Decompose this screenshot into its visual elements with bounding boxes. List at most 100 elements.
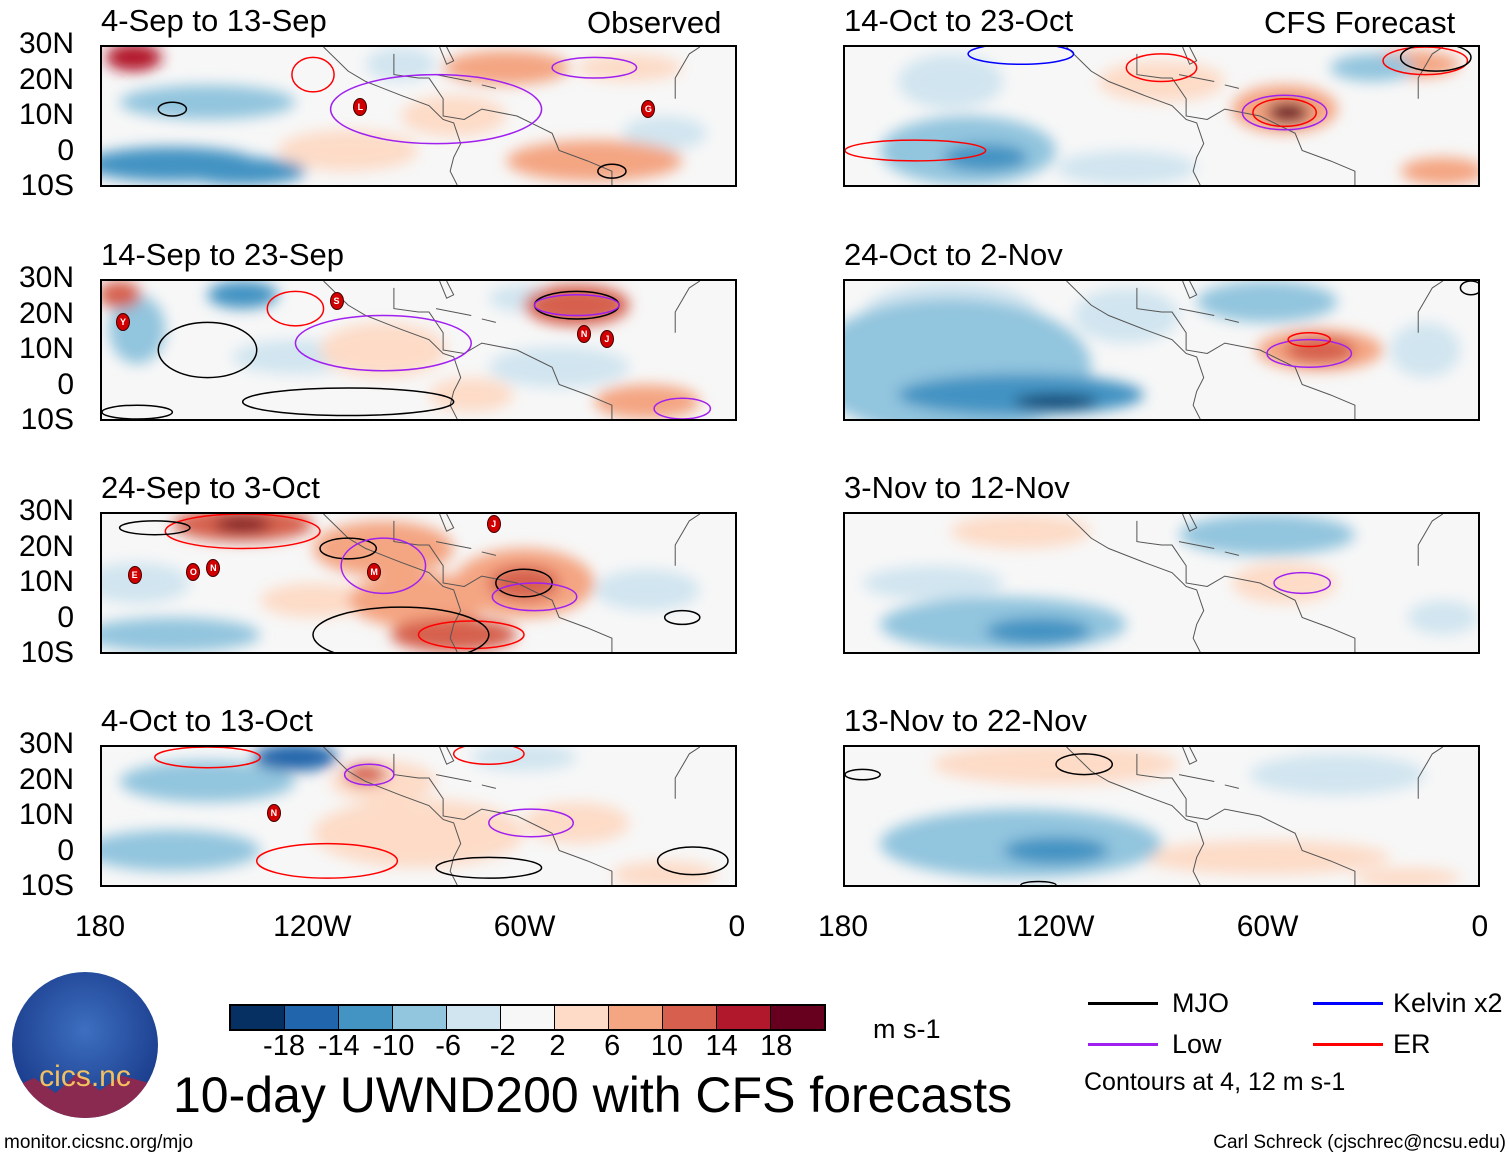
wind-anomaly-blob bbox=[622, 116, 707, 151]
coastline bbox=[324, 747, 461, 885]
observed-label: Observed bbox=[587, 5, 722, 40]
forecast-label: CFS Forecast bbox=[1264, 5, 1456, 40]
low-contour bbox=[654, 398, 710, 419]
colorbar-label: 6 bbox=[604, 1030, 621, 1062]
wind-anomaly-blob bbox=[105, 47, 162, 72]
coastline bbox=[1225, 552, 1239, 555]
coastline bbox=[1225, 785, 1239, 788]
coastline bbox=[1179, 309, 1214, 316]
colorbar-swatch bbox=[501, 1006, 555, 1029]
kelvin-contour bbox=[968, 47, 1074, 64]
tropical-cyclone-marker: G bbox=[641, 100, 656, 119]
wind-anomaly-blob bbox=[179, 157, 306, 185]
legend-low: Low bbox=[1172, 1029, 1222, 1059]
coastline bbox=[675, 281, 700, 333]
map-panel: N bbox=[100, 745, 737, 887]
mjo-contour bbox=[598, 164, 626, 178]
low-contour bbox=[341, 538, 425, 593]
coastline bbox=[1067, 747, 1204, 885]
coastline bbox=[675, 47, 700, 99]
panel-title: 14-Sep to 23-Sep bbox=[101, 237, 345, 272]
main-title: 10-day UWND200 with CFS forecasts bbox=[173, 1067, 1013, 1123]
colorbar-swatch bbox=[771, 1006, 824, 1029]
mjo-contour bbox=[158, 322, 256, 377]
mjo-contour bbox=[313, 607, 489, 652]
coastline bbox=[394, 754, 612, 885]
lat-tick-label: 30N bbox=[18, 27, 74, 60]
coastline bbox=[440, 514, 454, 531]
footer-credit: Carl Schreck (cjschrec@ncsu.edu) bbox=[1213, 1132, 1506, 1153]
wind-anomaly-blob bbox=[207, 281, 278, 309]
coastline bbox=[1418, 47, 1443, 99]
map-panel bbox=[843, 745, 1480, 887]
wind-anomaly-blob bbox=[1056, 150, 1197, 185]
wind-anomaly-blob bbox=[277, 129, 419, 172]
low-contour bbox=[295, 316, 471, 371]
lon-tick-label: 60W bbox=[493, 910, 556, 943]
mjo-contour bbox=[1401, 47, 1471, 71]
lon-tick-label: 180 bbox=[74, 910, 126, 943]
wind-anomaly-blob bbox=[1073, 287, 1180, 344]
lat-tick-label: 10S bbox=[20, 403, 74, 436]
wind-anomaly-blob bbox=[400, 95, 507, 137]
coastline bbox=[1067, 281, 1204, 419]
wind-anomaly-blob bbox=[119, 84, 296, 120]
legend-kelvin: Kelvin x2 bbox=[1393, 988, 1503, 1018]
coastline bbox=[436, 775, 471, 782]
er-contour bbox=[155, 747, 261, 768]
coastline bbox=[1225, 319, 1239, 322]
logo-text: cics.nc bbox=[39, 1060, 131, 1093]
er-contour bbox=[419, 621, 525, 649]
wind-anomaly-blob bbox=[506, 140, 683, 182]
wind-anomaly-blob bbox=[985, 617, 1092, 646]
coastline bbox=[1179, 75, 1214, 82]
lon-tick-label: 180 bbox=[817, 910, 869, 943]
coastline bbox=[1418, 281, 1443, 333]
er-contour bbox=[292, 57, 334, 92]
wind-anomaly-blob bbox=[594, 569, 700, 611]
er-contour bbox=[1383, 47, 1467, 75]
coastline bbox=[324, 514, 461, 652]
coastline bbox=[1183, 514, 1197, 531]
lon-tick-label: 0 bbox=[728, 910, 746, 943]
low-contour bbox=[535, 295, 619, 316]
lon-tick-label: 60W bbox=[1236, 910, 1299, 943]
wind-anomaly-blob bbox=[119, 760, 296, 803]
coastline bbox=[1183, 47, 1197, 64]
wind-anomaly-blob bbox=[897, 374, 1144, 416]
colorbar-swatch bbox=[609, 1006, 663, 1029]
low-contour bbox=[345, 764, 394, 785]
wind-anomaly-blob bbox=[313, 520, 454, 577]
coastline bbox=[1137, 521, 1355, 652]
mjo-contour bbox=[102, 405, 172, 419]
wind-anomaly-blob bbox=[488, 346, 630, 388]
footer-url[interactable]: monitor.cicsnc.org/mjo bbox=[4, 1132, 194, 1153]
coastline bbox=[1179, 542, 1214, 549]
lat-tick-label: 20N bbox=[18, 762, 74, 796]
er-contour bbox=[454, 747, 524, 764]
er-contour bbox=[165, 514, 320, 549]
wind-anomaly-blob bbox=[102, 829, 261, 872]
mjo-contour bbox=[658, 847, 728, 875]
wind-anomaly-blob bbox=[344, 764, 387, 785]
wind-anomaly-blob bbox=[862, 565, 1004, 601]
wind-anomaly-blob bbox=[260, 583, 366, 618]
lat-tick-label: 10S bbox=[20, 169, 74, 202]
colorbar-swatch bbox=[285, 1006, 339, 1029]
map-panel bbox=[843, 279, 1480, 421]
wind-anomaly-blob bbox=[1330, 53, 1415, 82]
lon-tick-label: 120W bbox=[273, 910, 352, 943]
lat-tick-label: 30N bbox=[18, 727, 74, 760]
lat-tick-label: 30N bbox=[18, 261, 74, 294]
er-contour bbox=[1253, 99, 1316, 127]
wind-anomaly-blob bbox=[594, 384, 700, 419]
colorbar-label: -2 bbox=[489, 1030, 516, 1062]
er-contour bbox=[1126, 54, 1196, 82]
low-contour bbox=[1242, 95, 1326, 130]
panel-title: 24-Sep to 3-Oct bbox=[101, 470, 320, 505]
mjo-contour bbox=[665, 611, 700, 625]
colorbar-swatch bbox=[663, 1006, 717, 1029]
mjo-contour bbox=[158, 102, 186, 116]
coastline bbox=[482, 552, 496, 555]
